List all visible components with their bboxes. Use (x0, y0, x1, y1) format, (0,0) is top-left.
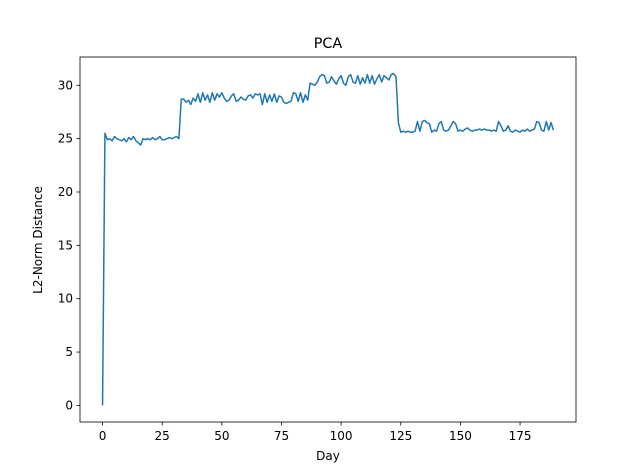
x-tick-label: 125 (389, 429, 412, 443)
x-tick-label: 175 (509, 429, 532, 443)
y-tick-label: 0 (65, 398, 73, 412)
x-tick-label: 50 (214, 429, 229, 443)
x-tick-label: 25 (155, 429, 170, 443)
plot-frame (79, 56, 577, 423)
x-axis-label: Day (316, 449, 340, 463)
data-line (101, 72, 555, 406)
y-tick-label: 25 (58, 132, 73, 146)
y-axis-label: L2-Norm Distance (31, 186, 45, 294)
y-tick-label: 20 (58, 185, 73, 199)
x-tick-label: 150 (449, 429, 472, 443)
x-tick-label: 0 (99, 429, 107, 443)
x-tick-label: 75 (274, 429, 289, 443)
y-tick-label: 10 (58, 292, 73, 306)
chart-title: PCA (314, 36, 343, 52)
y-tick-label: 5 (65, 345, 73, 359)
y-tick-label: 30 (58, 78, 73, 92)
x-tick-label: 100 (330, 429, 353, 443)
y-tick-label: 15 (58, 238, 73, 252)
